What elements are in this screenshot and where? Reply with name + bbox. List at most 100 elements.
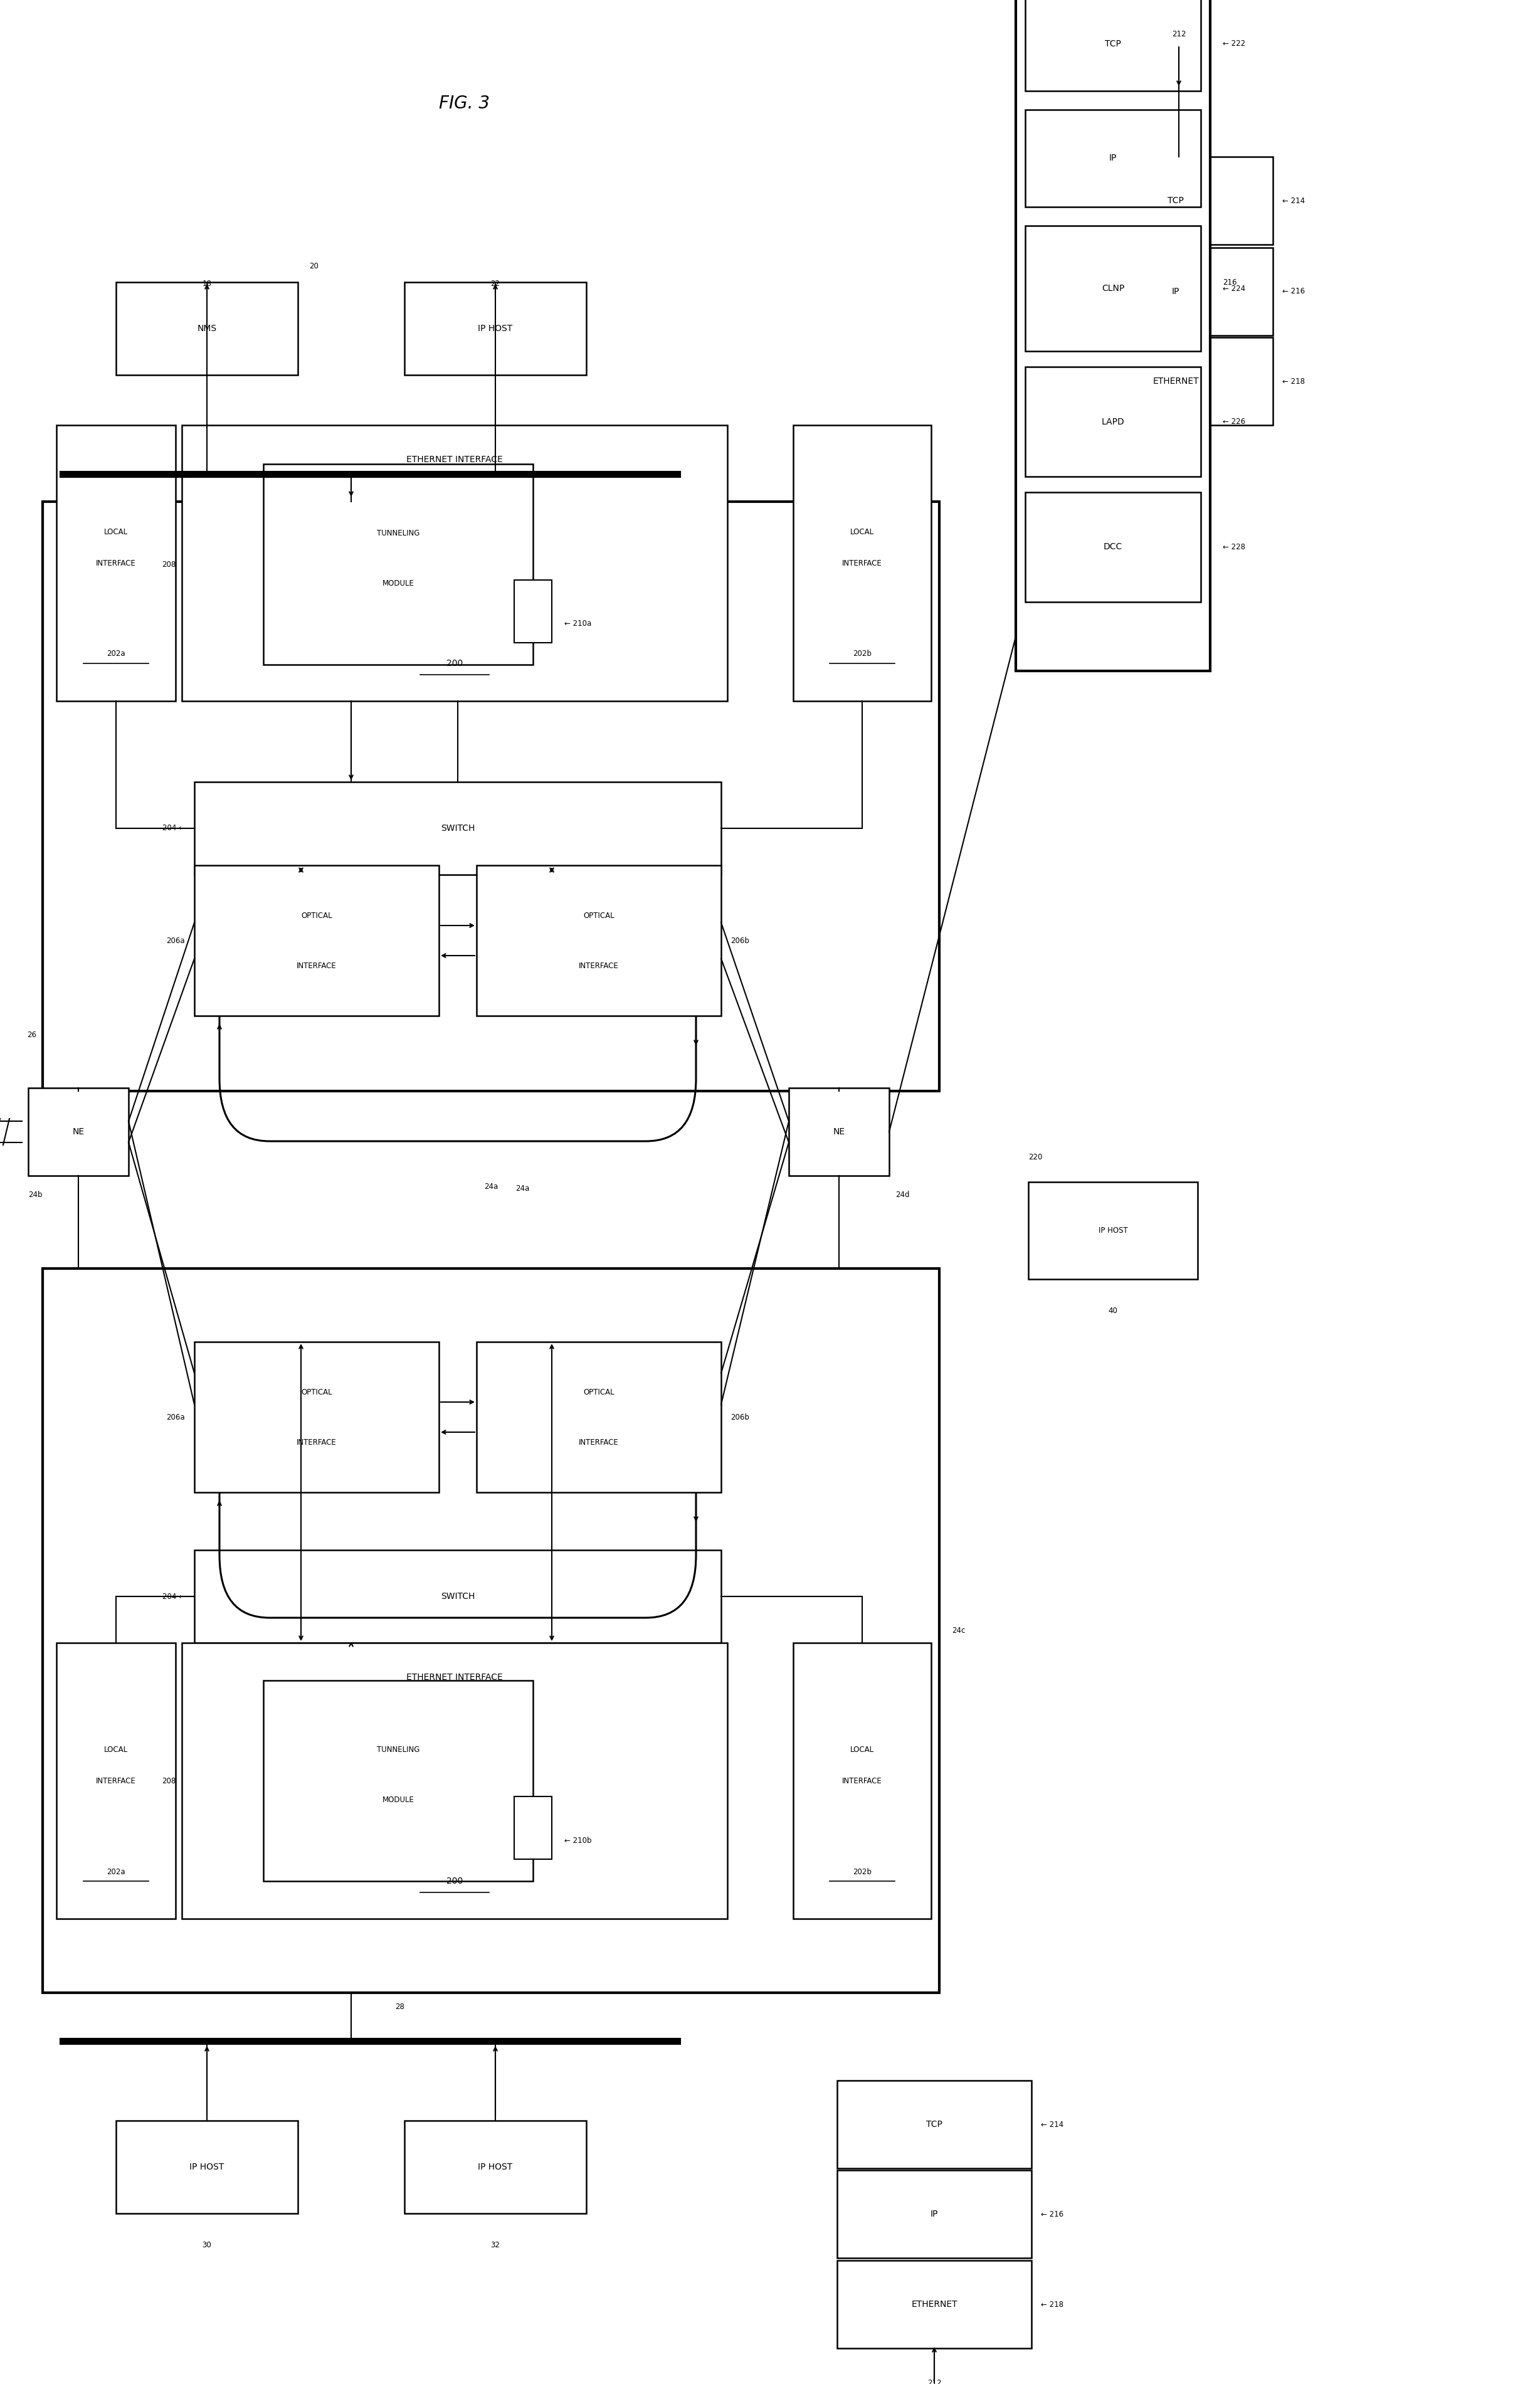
Bar <box>1078 248 1274 336</box>
Text: 212: 212 <box>1172 31 1186 38</box>
Text: 206b: 206b <box>730 937 750 944</box>
Text: 20: 20 <box>310 262 319 269</box>
Text: 216: 216 <box>1223 279 1237 286</box>
Bar <box>1078 339 1274 424</box>
Bar <box>838 2169 1032 2258</box>
Bar <box>514 579 551 644</box>
Text: TUNNELING: TUNNELING <box>377 1745 419 1755</box>
Text: LOCAL: LOCAL <box>850 1745 875 1755</box>
Text: FIG. 3: FIG. 3 <box>439 95 490 112</box>
Text: OPTICAL: OPTICAL <box>584 911 614 920</box>
Bar <box>1026 491 1201 601</box>
Text: LOCAL: LOCAL <box>105 527 128 536</box>
Bar <box>514 1798 551 1860</box>
Text: OPTICAL: OPTICAL <box>584 1387 614 1397</box>
Text: SWITCH: SWITCH <box>440 825 474 832</box>
Bar <box>405 281 587 374</box>
Text: 202a: 202a <box>106 1867 125 1876</box>
Text: ← 222: ← 222 <box>1223 41 1246 48</box>
Text: 202b: 202b <box>853 1867 872 1876</box>
Text: TUNNELING: TUNNELING <box>377 529 419 536</box>
Text: ← 218: ← 218 <box>1283 377 1304 386</box>
Bar <box>194 1550 721 1643</box>
Text: LOCAL: LOCAL <box>105 1745 128 1755</box>
Text: IP HOST: IP HOST <box>189 2162 225 2172</box>
Bar <box>43 1268 939 1993</box>
Text: INTERFACE: INTERFACE <box>95 558 136 567</box>
Text: INTERFACE: INTERFACE <box>579 961 619 970</box>
Text: ETHERNET: ETHERNET <box>912 2301 958 2308</box>
Text: 208: 208 <box>162 1776 176 1786</box>
Text: 18: 18 <box>202 279 211 288</box>
Text: OPTICAL: OPTICAL <box>302 1387 333 1397</box>
Text: 30: 30 <box>202 2241 211 2248</box>
Text: 202a: 202a <box>106 651 125 658</box>
Bar <box>838 2260 1032 2348</box>
Text: 24a: 24a <box>516 1185 530 1192</box>
Text: 206a: 206a <box>166 937 185 944</box>
Bar <box>405 2122 587 2212</box>
Bar <box>1016 0 1210 670</box>
Text: ← 210b: ← 210b <box>564 1836 591 1845</box>
Text: MODULE: MODULE <box>382 1795 414 1805</box>
Text: NMS: NMS <box>197 324 217 334</box>
Text: INTERFACE: INTERFACE <box>95 1776 136 1786</box>
Bar <box>476 1342 721 1492</box>
Bar <box>1026 367 1201 477</box>
Text: 32: 32 <box>491 2241 500 2248</box>
Text: 200: 200 <box>447 658 464 668</box>
Text: TCP: TCP <box>1104 41 1121 48</box>
Text: INTERFACE: INTERFACE <box>297 961 337 970</box>
Text: ETHERNET: ETHERNET <box>1152 377 1198 386</box>
Text: 204 ←: 204 ← <box>162 825 185 832</box>
Text: TCP: TCP <box>926 2119 942 2129</box>
Bar <box>793 424 932 701</box>
Text: 200: 200 <box>447 1876 464 1886</box>
Text: IP HOST: IP HOST <box>477 324 513 334</box>
Text: NE: NE <box>72 1128 85 1137</box>
Text: ← 228: ← 228 <box>1223 544 1246 551</box>
Text: ← 226: ← 226 <box>1223 417 1246 427</box>
Text: 24c: 24c <box>952 1626 966 1635</box>
Text: ← 216: ← 216 <box>1041 2210 1064 2217</box>
Text: OPTICAL: OPTICAL <box>302 911 333 920</box>
Text: 24b: 24b <box>28 1190 42 1199</box>
Bar <box>263 465 533 665</box>
Bar <box>182 1643 727 1919</box>
Bar <box>57 1643 176 1919</box>
Bar <box>788 1087 889 1175</box>
Bar <box>194 782 721 875</box>
Text: INTERFACE: INTERFACE <box>579 1438 619 1447</box>
Bar <box>28 1087 128 1175</box>
Bar <box>194 865 439 1016</box>
Text: TCP: TCP <box>1167 195 1184 205</box>
Text: 220: 220 <box>1029 1154 1043 1161</box>
Text: LOCAL: LOCAL <box>850 527 875 536</box>
Text: 206a: 206a <box>166 1414 185 1421</box>
Bar <box>43 501 939 1092</box>
Text: IP: IP <box>1109 155 1116 162</box>
Bar <box>182 424 727 701</box>
Text: 24a: 24a <box>484 1182 497 1190</box>
Text: IP: IP <box>1172 286 1180 296</box>
Text: 28: 28 <box>396 2003 405 2010</box>
Bar <box>476 865 721 1016</box>
Bar <box>115 281 297 374</box>
Text: 212: 212 <box>927 2379 941 2384</box>
Text: ← 214: ← 214 <box>1283 195 1304 205</box>
Text: MODULE: MODULE <box>382 579 414 586</box>
Text: LAPD: LAPD <box>1101 417 1124 427</box>
Text: 204 ←: 204 ← <box>162 1593 185 1600</box>
Bar <box>1029 1182 1198 1280</box>
Bar <box>263 1681 533 1881</box>
Bar <box>115 2122 297 2212</box>
Bar <box>1026 226 1201 350</box>
Text: 40: 40 <box>1109 1306 1118 1314</box>
Text: 24d: 24d <box>895 1190 910 1199</box>
Text: 208: 208 <box>162 560 176 567</box>
Text: 22: 22 <box>491 279 500 288</box>
Bar <box>194 1342 439 1492</box>
Text: ETHERNET INTERFACE: ETHERNET INTERFACE <box>407 1674 502 1681</box>
Text: IP HOST: IP HOST <box>477 2162 513 2172</box>
Text: IP HOST: IP HOST <box>1098 1225 1127 1235</box>
